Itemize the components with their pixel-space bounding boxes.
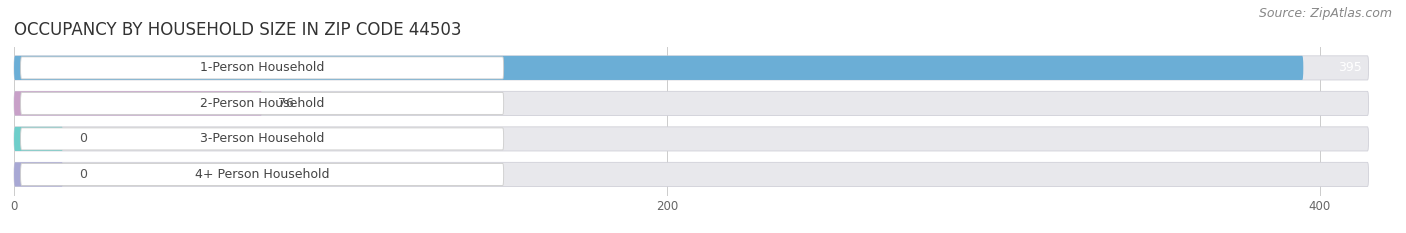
FancyBboxPatch shape <box>14 56 1368 80</box>
FancyBboxPatch shape <box>14 56 1303 80</box>
Text: 3-Person Household: 3-Person Household <box>200 132 325 145</box>
FancyBboxPatch shape <box>21 163 503 185</box>
Text: 4+ Person Household: 4+ Person Household <box>195 168 329 181</box>
FancyBboxPatch shape <box>21 57 503 79</box>
Text: 0: 0 <box>79 132 87 145</box>
FancyBboxPatch shape <box>14 91 1368 116</box>
FancyBboxPatch shape <box>21 93 503 114</box>
Text: 395: 395 <box>1339 62 1362 74</box>
FancyBboxPatch shape <box>14 162 1368 186</box>
Text: Source: ZipAtlas.com: Source: ZipAtlas.com <box>1258 7 1392 20</box>
Text: 0: 0 <box>79 168 87 181</box>
Text: 1-Person Household: 1-Person Household <box>200 62 325 74</box>
Text: 76: 76 <box>278 97 294 110</box>
FancyBboxPatch shape <box>14 91 262 116</box>
FancyBboxPatch shape <box>14 162 63 186</box>
FancyBboxPatch shape <box>21 128 503 150</box>
Text: OCCUPANCY BY HOUSEHOLD SIZE IN ZIP CODE 44503: OCCUPANCY BY HOUSEHOLD SIZE IN ZIP CODE … <box>14 21 461 39</box>
FancyBboxPatch shape <box>14 127 63 151</box>
Text: 2-Person Household: 2-Person Household <box>200 97 325 110</box>
FancyBboxPatch shape <box>14 127 1368 151</box>
